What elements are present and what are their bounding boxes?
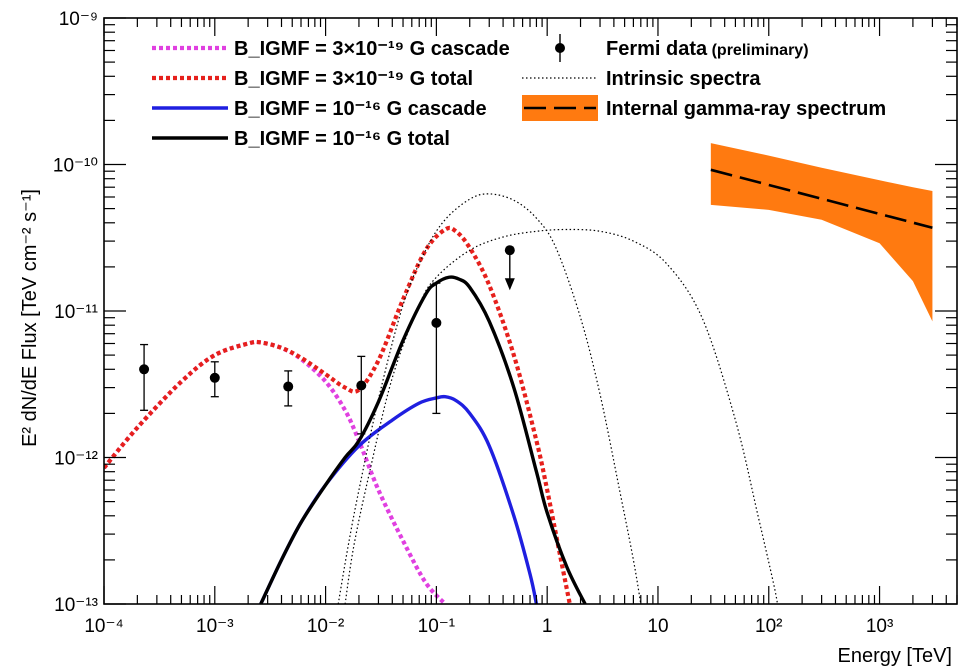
series-line-6	[710, 168, 933, 230]
x-tick-label: 10⁻¹	[418, 616, 456, 637]
points-layer	[139, 245, 515, 435]
y-tick-label: 10⁻⁹	[59, 9, 98, 30]
legend-entry-0: B_IGMF = 3×10⁻¹⁹ G cascade	[152, 38, 510, 60]
fermi-point-2	[283, 381, 294, 392]
series-line-5	[344, 228, 779, 604]
legend-label: B_IGMF = 3×10⁻¹⁹ G cascade	[234, 38, 510, 60]
fermi-upper-limit-arrow	[504, 278, 515, 291]
x-axis-title: Energy [TeV]	[837, 645, 952, 667]
y-axis-title: E² dN/dE Flux [TeV cm⁻² s⁻¹]	[19, 189, 41, 447]
legend-sublabel: (preliminary)	[707, 42, 808, 59]
legend-label: B_IGMF = 10⁻¹⁶ G total	[234, 128, 450, 150]
legend-entry-5: Intrinsic spectra	[522, 68, 761, 90]
legend-entry-1: B_IGMF = 3×10⁻¹⁹ G total	[152, 68, 473, 90]
x-tick-label: 10	[647, 616, 668, 637]
series-line-4	[337, 193, 642, 604]
fermi-point-3	[356, 380, 367, 391]
x-tick-label: 10⁻²	[307, 616, 345, 637]
legend-entry-4: Fermi data (preliminary)	[555, 34, 809, 62]
series-line-3	[259, 275, 587, 604]
series-layer	[104, 168, 933, 604]
y-tick-label: 10⁻¹³	[54, 595, 98, 616]
series-line-2	[259, 394, 539, 604]
x-tick-label: 10²	[755, 616, 782, 637]
legend-label: Internal gamma-ray spectrum	[606, 98, 886, 120]
legend-entry-6: Internal gamma-ray spectrum	[522, 95, 886, 121]
legend-marker	[555, 43, 565, 53]
y-tick-label: 10⁻¹²	[54, 449, 98, 470]
fermi-point-0	[139, 364, 150, 375]
x-tick-label: 10⁻³	[196, 616, 234, 637]
legend-entry-3: B_IGMF = 10⁻¹⁶ G total	[152, 128, 450, 150]
legend-label: Fermi data (preliminary)	[606, 38, 809, 60]
fermi-point-1	[209, 372, 220, 383]
x-tick-label: 10⁻⁴	[84, 616, 123, 637]
legend-label: Intrinsic spectra	[606, 68, 761, 90]
ticks-layer	[103, 17, 958, 605]
legend: B_IGMF = 3×10⁻¹⁹ G cascade B_IGMF = 3×10⁻…	[152, 34, 886, 150]
tick-labels: 10⁻⁴ 10⁻³ 10⁻² 10⁻¹ 1 10 10² 10³ 10⁻¹³ 10⁻¹² 10⁻¹¹…	[53, 9, 893, 637]
band-layer	[710, 143, 933, 322]
fermi-point-4	[431, 317, 442, 328]
fermi-upper-limit-point	[504, 245, 515, 256]
y-tick-label: 10⁻¹⁰	[53, 156, 98, 177]
series-line-0	[104, 339, 447, 604]
x-tick-label: 1	[542, 616, 553, 637]
internal-spectrum-band	[710, 143, 933, 322]
legend-label: B_IGMF = 3×10⁻¹⁹ G total	[234, 68, 473, 90]
x-tick-label: 10³	[866, 616, 893, 637]
legend-label: B_IGMF = 10⁻¹⁶ G cascade	[234, 98, 487, 120]
y-tick-label: 10⁻¹¹	[54, 302, 98, 323]
legend-entry-2: B_IGMF = 10⁻¹⁶ G cascade	[152, 98, 487, 120]
series-line-1	[104, 225, 572, 604]
